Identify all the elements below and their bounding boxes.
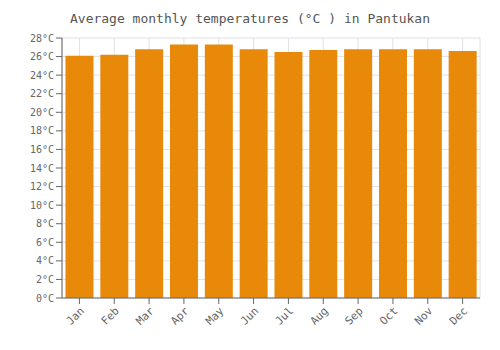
svg-text:Aug: Aug <box>308 304 331 327</box>
svg-text:Jan: Jan <box>64 304 87 327</box>
svg-text:Nov: Nov <box>412 304 436 328</box>
svg-text:22°C: 22°C <box>30 88 54 99</box>
svg-text:May: May <box>203 304 227 328</box>
svg-text:28°C: 28°C <box>30 33 54 44</box>
svg-text:Jul: Jul <box>273 304 296 327</box>
svg-text:8°C: 8°C <box>36 218 54 229</box>
svg-text:Jun: Jun <box>238 304 261 327</box>
svg-text:26°C: 26°C <box>30 51 54 62</box>
svg-text:12°C: 12°C <box>30 181 54 192</box>
svg-text:4°C: 4°C <box>36 255 54 266</box>
svg-text:10°C: 10°C <box>30 200 54 211</box>
svg-text:Feb: Feb <box>99 304 122 327</box>
svg-text:16°C: 16°C <box>30 144 54 155</box>
html-text:Average monthly temperatures (: Average monthly temperatures (°C ) in Pa… <box>70 11 430 26</box>
svg-text:0°C: 0°C <box>36 293 54 304</box>
svg-text:Sep: Sep <box>342 304 365 327</box>
svg-text:18°C: 18°C <box>30 125 54 136</box>
svg-text:20°C: 20°C <box>30 107 54 118</box>
svg-text:14°C: 14°C <box>30 163 54 174</box>
svg-text:Apr: Apr <box>168 304 192 328</box>
svg-text:Mar: Mar <box>133 304 157 328</box>
svg-text:2°C: 2°C <box>36 274 54 285</box>
svg-text:Dec: Dec <box>447 304 470 327</box>
svg-text:Oct: Oct <box>377 304 400 327</box>
svg-text:6°C: 6°C <box>36 237 54 248</box>
svg-text:24°C: 24°C <box>30 70 54 81</box>
